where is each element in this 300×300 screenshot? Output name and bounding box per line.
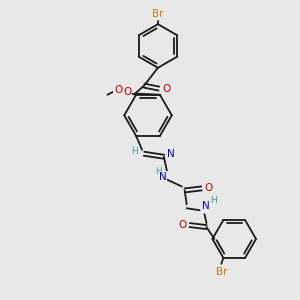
Text: Br: Br (216, 267, 227, 277)
Text: N: N (167, 149, 175, 159)
Text: H: H (210, 196, 217, 205)
Text: N: N (202, 201, 209, 211)
Text: O: O (114, 85, 122, 95)
Text: N: N (159, 172, 167, 182)
Text: H: H (131, 147, 137, 156)
Text: O: O (123, 86, 131, 97)
Text: H: H (155, 167, 162, 176)
Text: O: O (204, 183, 213, 194)
Text: O: O (163, 84, 171, 94)
Text: Br: Br (152, 9, 164, 19)
Text: O: O (178, 220, 187, 230)
